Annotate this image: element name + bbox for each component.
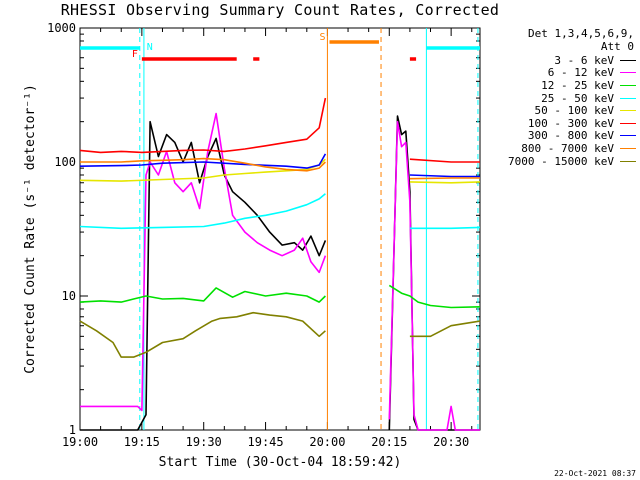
series-line	[409, 181, 481, 184]
x-tick-label: 19:30	[186, 435, 222, 449]
legend-swatch	[620, 97, 636, 99]
x-tick-label: 20:30	[433, 435, 469, 449]
attenuator-state: Att 0	[600, 40, 634, 53]
legend-label: 800 - 7000 keV	[521, 141, 614, 155]
series-line	[409, 158, 480, 163]
series-line	[388, 115, 480, 431]
plot-frame	[79, 27, 481, 431]
series-line	[79, 153, 327, 169]
series-line	[409, 177, 480, 180]
flag-label: N	[147, 42, 153, 53]
x-tick-label: 20:15	[371, 435, 407, 449]
series-line	[79, 287, 326, 303]
legend-entry: 6 - 12 keV	[478, 66, 636, 80]
legend: 3 - 6 keV 6 - 12 keV 12 - 25 keV 25 - 50 ke…	[478, 54, 636, 168]
legend-swatch	[620, 135, 636, 137]
flag-label: S	[319, 32, 325, 43]
series-line	[409, 174, 480, 178]
legend-swatch	[620, 147, 636, 149]
legend-entry: 7000 - 15000 keV	[478, 155, 636, 168]
legend-entry: 100 - 300 keV	[478, 117, 636, 130]
series-line	[80, 157, 326, 172]
legend-entry: 800 - 7000 keV	[478, 142, 636, 155]
x-tick-label: 19:00	[62, 435, 98, 449]
x-tick-label: 19:15	[124, 435, 160, 449]
x-tick-label: 19:45	[248, 435, 284, 449]
x-tick-label: 20:00	[309, 435, 345, 449]
legend-swatch	[620, 122, 636, 124]
legend-label: 7000 - 15000 keV	[508, 154, 614, 168]
y-axis-label: Corrected Count Rate (s⁻¹ detector⁻¹)	[23, 84, 38, 374]
legend-entry: 300 - 800 keV	[478, 129, 636, 143]
legend-label: 300 - 800 keV	[527, 129, 614, 143]
legend-label: 12 - 25 keV	[541, 78, 614, 92]
legend-swatch	[620, 110, 636, 112]
legend-label: 50 - 100 keV	[534, 104, 614, 118]
legend-swatch	[620, 72, 636, 74]
legend-entry: 25 - 50 keV	[478, 92, 636, 105]
detector-list: Det 1,3,4,5,6,9,	[528, 27, 634, 40]
series-line	[388, 120, 480, 431]
series-line	[409, 320, 481, 338]
legend-swatch	[620, 59, 636, 61]
legend-label: 3 - 6 keV	[554, 53, 614, 67]
series-line	[79, 158, 326, 182]
series-line	[79, 97, 327, 154]
legend-label: 25 - 50 keV	[541, 91, 614, 105]
x-axis-label: Start Time (30-Oct-04 18:59:42)	[159, 455, 402, 470]
series-line	[409, 226, 481, 230]
y-tick-label: 100	[54, 155, 76, 169]
series-line	[79, 311, 326, 358]
series-line	[79, 193, 326, 230]
legend-label: 6 - 12 keV	[547, 66, 614, 80]
y-tick-label: 1000	[47, 21, 76, 35]
flag-label: F	[132, 49, 138, 60]
legend-swatch	[620, 84, 636, 86]
y-tick-label: 1	[69, 423, 76, 437]
legend-swatch	[620, 160, 636, 162]
y-tick-label: 10	[62, 289, 76, 303]
timestamp: 22-Oct-2021 08:37	[554, 469, 636, 478]
legend-label: 100 - 300 keV	[527, 116, 614, 130]
legend-entry: 12 - 25 keV	[478, 79, 636, 92]
series-line	[80, 120, 327, 431]
legend-entry: 50 - 100 keV	[478, 104, 636, 117]
legend-entry: 3 - 6 keV	[478, 54, 636, 67]
chart-title: RHESSI Observing Summary Count Rates, Co…	[60, 1, 500, 19]
series-line	[388, 284, 481, 309]
